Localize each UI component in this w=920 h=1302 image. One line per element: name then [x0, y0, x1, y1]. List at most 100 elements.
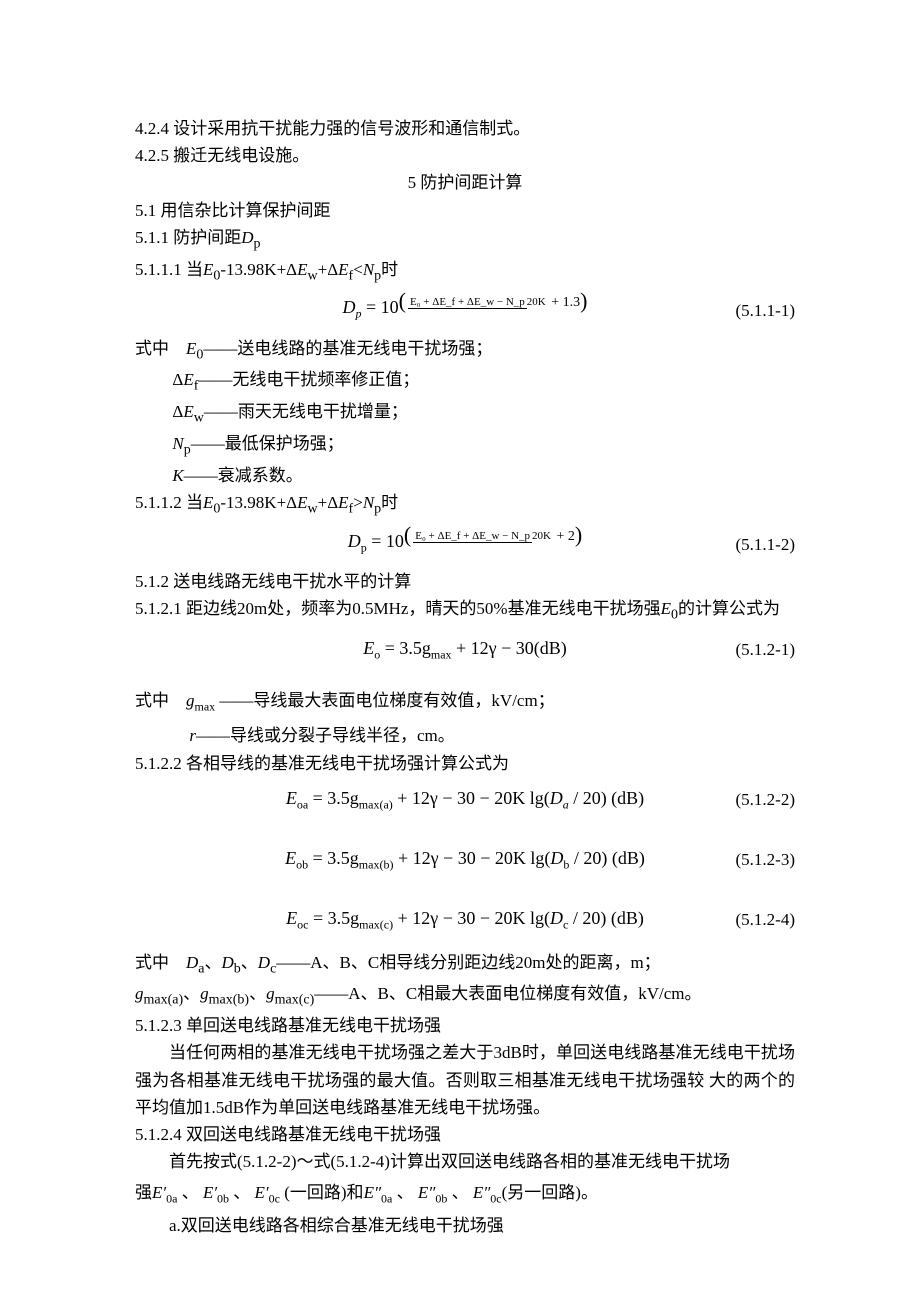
var-Edprime: E″: [364, 1183, 381, 1202]
text: 式中: [135, 953, 186, 972]
text: 时: [381, 260, 398, 279]
var-D: D: [348, 531, 361, 551]
sub-maxb: max(b): [359, 858, 394, 872]
sub-0c: 0c: [269, 1192, 280, 1206]
para-4-2-5: 4.2.5 搬迁无线电设施。: [135, 142, 795, 169]
var-g: g: [135, 984, 144, 1003]
equation-5-1-2-4: Eoc = 3.5gmax(c) + 12γ − 30 − 20K lg(Dc …: [135, 903, 795, 937]
spacer: [135, 823, 795, 837]
equation-5-1-2-1: Eo = 3.5gmax + 12γ − 30(dB) (5.1.2-1): [135, 633, 795, 667]
text: / 20) (dB): [569, 848, 645, 868]
var-Edprime: E″: [473, 1183, 490, 1202]
sub-w: w: [308, 268, 318, 283]
text: ——A、B、C相最大表面电位梯度有效值，kV/cm。: [314, 984, 701, 1003]
sub-0b: 0b: [217, 1192, 229, 1206]
text: 、: [229, 1183, 255, 1202]
where-Ew: ΔEw——雨天无线电干扰增量；: [135, 398, 795, 430]
text: + 1.3: [548, 295, 580, 310]
text: 式中: [135, 339, 186, 358]
var-N: N: [363, 260, 374, 279]
para-5-1-2-1: 5.1.2.1 距边线20m处，频率为0.5MHz，晴天的50%基准无线电干扰场…: [135, 595, 795, 627]
sub-w: w: [308, 501, 318, 516]
page: 4.2.4 设计采用抗干扰能力强的信号波形和通信制式。 4.2.5 搬迁无线电设…: [0, 0, 920, 1302]
text: 式中: [135, 691, 186, 710]
text: / 20) (dB): [568, 908, 644, 928]
sub-0c: 0c: [490, 1192, 501, 1206]
text: = 3.5g: [380, 638, 431, 658]
para-5-1-2-4-body1: 首先按式(5.1.2-2)～式(5.1.2-4)计算出双回送电线路各相的基准无线…: [135, 1148, 795, 1175]
var-E: E: [285, 848, 296, 868]
text: ——衰减系数。: [184, 466, 303, 485]
text: -13.98K+Δ: [220, 493, 297, 512]
where-Np: Np——最低保护场强；: [135, 430, 795, 462]
var-K: K: [172, 466, 183, 485]
frac-num: E₀ + ΔE_f + ΔE_w − N_p: [413, 530, 532, 543]
var-E: E: [338, 493, 348, 512]
para-5-1-2-4: 5.1.2.4 双回送电线路基准无线电干扰场强: [135, 1121, 795, 1148]
equation-number: (5.1.1-1): [736, 297, 795, 324]
equation-number: (5.1.2-2): [736, 786, 795, 813]
equation-5-1-1-1: Dp = 10(E₀ + ΔE_f + ΔE_w − N_p20K + 1.3)…: [135, 293, 795, 328]
text: = 10: [367, 531, 404, 551]
sub-b: b: [234, 961, 241, 976]
text: 5.1.1.2 当: [135, 493, 203, 512]
text: ——导线最大表面电位梯度有效值，kV/cm；: [215, 691, 555, 710]
text: + 12γ − 30 − 20K lg(: [393, 848, 550, 868]
text: +Δ: [318, 493, 339, 512]
sub-0: 0: [671, 607, 678, 622]
para-5-1-2-3: 5.1.2.3 单回送电线路基准无线电干扰场强: [135, 1012, 795, 1039]
sub-0b: 0b: [435, 1192, 447, 1206]
where-r: r——导线或分裂子导线半径，cm。: [135, 722, 795, 749]
where-E0: 式中 E0——送电线路的基准无线电干扰场强；: [135, 335, 795, 367]
text: + 12γ − 30 − 20K lg(: [393, 788, 550, 808]
sub-p: p: [254, 236, 261, 251]
para-5-1-1-1: 5.1.1.1 当E0-13.98K+ΔEw+ΔEf<Np时: [135, 256, 795, 288]
frac-den: 20K: [532, 530, 551, 542]
text: >: [353, 493, 363, 512]
text: 时: [381, 493, 398, 512]
var-Eprime: E′: [255, 1183, 269, 1202]
text: 、: [205, 953, 222, 972]
var-E: E: [661, 599, 671, 618]
var-E: E: [363, 638, 374, 658]
text: Δ: [172, 402, 183, 421]
spacer: [135, 883, 795, 897]
text: 、: [392, 1183, 418, 1202]
var-E: E: [338, 260, 348, 279]
equation-5-1-2-2: Eoa = 3.5gmax(a) + 12γ − 30 − 20K lg(Da …: [135, 783, 795, 817]
text: <: [353, 260, 363, 279]
text: = 3.5g: [308, 908, 359, 928]
var-N: N: [172, 434, 183, 453]
para-5-1-1-2: 5.1.1.2 当E0-13.98K+ΔEw+ΔEf>Np时: [135, 489, 795, 521]
var-D: D: [550, 848, 563, 868]
where-K: K——衰减系数。: [135, 462, 795, 489]
text: ——导线或分裂子导线半径，cm。: [196, 726, 455, 745]
var-N: N: [363, 493, 374, 512]
var-E: E: [183, 402, 193, 421]
sub-ob: ob: [296, 858, 308, 872]
var-D: D: [343, 297, 356, 317]
sub-maxc: max(c): [359, 918, 393, 932]
section-5-title: 5 防护间距计算: [135, 169, 795, 196]
text: 、: [177, 1183, 203, 1202]
para-5-1-2-4-body2: 强E′0a 、 E′0b 、 E′0c (一回路)和E″0a 、 E″0b 、 …: [135, 1175, 795, 1212]
text: 、: [447, 1183, 473, 1202]
text: + 12γ − 30(dB): [452, 638, 567, 658]
text: 5.1.1.1 当: [135, 260, 203, 279]
text: (另一回路)。: [502, 1183, 598, 1202]
para-5-1-2-3-body: 当任何两相的基准无线电干扰场强之差大于3dB时，单回送电线路基准无线电干扰场强为…: [135, 1039, 795, 1121]
sub-0a: 0a: [166, 1192, 177, 1206]
var-Edprime: E″: [418, 1183, 435, 1202]
text: 、: [183, 984, 200, 1003]
equation-number: (5.1.2-1): [736, 636, 795, 663]
para-5-1-2: 5.1.2 送电线路无线电干扰水平的计算: [135, 568, 795, 595]
var-E: E: [286, 788, 297, 808]
var-E: E: [297, 260, 307, 279]
text: + 2: [553, 529, 575, 544]
var-E: E: [203, 260, 213, 279]
text: 的计算公式为: [678, 599, 780, 618]
text: -13.98K+Δ: [220, 260, 297, 279]
text: / 20) (dB): [569, 788, 645, 808]
var-E: E: [186, 339, 196, 358]
var-Eprime: E′: [152, 1183, 166, 1202]
